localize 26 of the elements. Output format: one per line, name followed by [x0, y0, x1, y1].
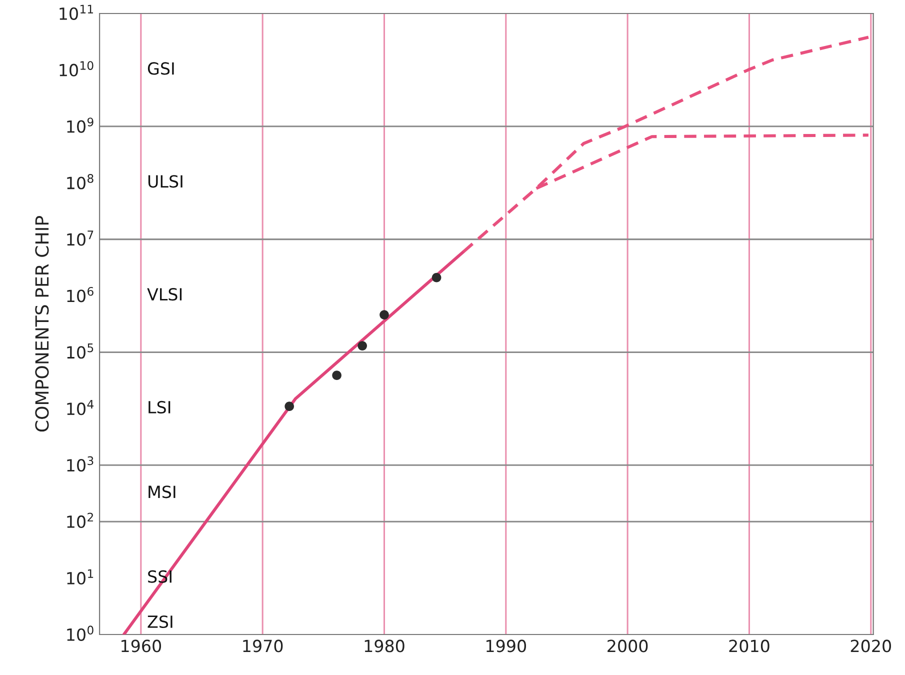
y-axis-title: COMPONENTS PER CHIP — [35, 216, 49, 432]
y-tick-label: 10$^{11}$ — [60, 4, 93, 20]
y-tick-label: 10$^{3}$ — [67, 456, 94, 472]
y-tick-label: 10$^{0}$ — [67, 626, 94, 641]
y-tick-label: 10$^{7}$ — [67, 230, 94, 246]
annotation: MSI — [148, 486, 176, 498]
x-tick-label: 2010 — [729, 640, 770, 652]
annotation: ZSI — [148, 615, 172, 628]
annotation: LSI — [148, 400, 170, 414]
y-tick-label: 10$^{2}$ — [67, 512, 93, 528]
x-tick-label: 1990 — [486, 640, 526, 652]
annotation: VLSI — [147, 288, 182, 301]
x-tick-label: 1970 — [243, 640, 283, 652]
y-tick-label: 10$^{6}$ — [67, 286, 94, 302]
y-tick-label: 10$^{1}$ — [67, 569, 94, 584]
y-tick-label: 10$^{9}$ — [67, 118, 94, 133]
x-tick-label: 2000 — [608, 640, 648, 652]
x-tick-label: 1980 — [364, 640, 404, 652]
y-tick-label: 10$^{10}$ — [60, 61, 94, 76]
x-tick-label: 1960 — [122, 640, 162, 652]
y-tick-label: 10$^{5}$ — [67, 344, 94, 359]
annotation: GSI — [148, 62, 174, 75]
annotation: ULSI — [148, 175, 182, 188]
y-tick-label: 10$^{8}$ — [67, 174, 94, 190]
x-tick-label: 2020 — [850, 640, 891, 652]
y-tick-label: 10$^{4}$ — [67, 400, 94, 416]
